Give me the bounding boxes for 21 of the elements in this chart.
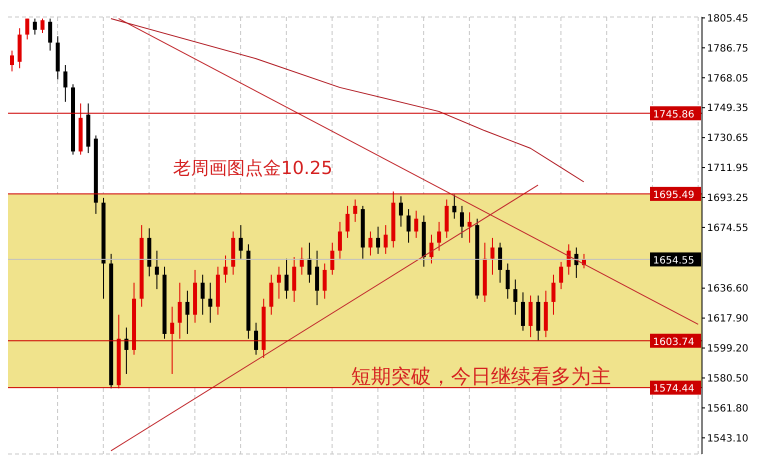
y-tick-label: 1711.95 xyxy=(707,163,748,174)
y-tick-label: 1674.55 xyxy=(707,222,748,234)
y-tick-label: 1786.75 xyxy=(707,43,748,54)
y-tick-label: 1543.10 xyxy=(707,433,748,444)
ref-line-label: 1574.44 xyxy=(653,384,694,395)
y-tick-label: 1805.45 xyxy=(707,13,748,24)
ref-line-label: 1695.49 xyxy=(653,190,694,201)
y-tick-label: 1617.90 xyxy=(707,314,748,325)
y-tick-label: 1730.65 xyxy=(707,133,748,144)
y-tick-label: 1693.25 xyxy=(707,193,748,204)
y-tick-label: 1749.35 xyxy=(707,103,748,114)
ref-line-label: 1603.74 xyxy=(653,336,694,348)
y-tick-label: 1636.60 xyxy=(707,284,748,295)
y-tick-label: 1561.80 xyxy=(707,403,748,414)
y-tick-label: 1599.20 xyxy=(707,344,748,355)
ref-line-label: 1654.55 xyxy=(653,255,694,266)
y-tick-label: 1580.50 xyxy=(707,374,748,385)
y-tick-label: 1768.05 xyxy=(707,73,748,84)
annotation: 老周画图点金10.25 xyxy=(173,157,333,180)
ref-line-label: 1745.86 xyxy=(653,109,694,120)
annotation: 短期突破，今日继续看多为主 xyxy=(351,363,611,390)
